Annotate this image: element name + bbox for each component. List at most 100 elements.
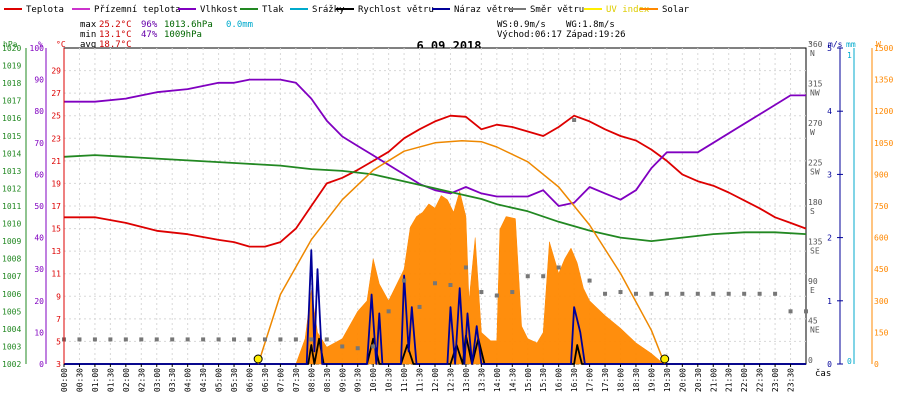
wind-direction-point	[448, 283, 453, 287]
legend-item: Přízemní teplota	[72, 5, 181, 15]
axis-humidity-tick: 60	[34, 170, 44, 179]
axis-pressure-tick: 1019	[2, 62, 21, 71]
x-tick-label: 11:30	[416, 368, 425, 392]
legend-item: Směr větru	[508, 5, 584, 15]
x-tick-label: 20:00	[678, 368, 687, 392]
axis-direction-deg: 90	[808, 277, 818, 286]
legend-item: Tlak	[240, 5, 284, 15]
stat-max-hum: 96%	[141, 20, 158, 30]
wind-direction-point	[371, 344, 376, 349]
wind-direction-point	[340, 344, 345, 349]
wind-direction-point	[386, 309, 391, 314]
wind-direction-point	[170, 337, 175, 342]
wind-direction-point	[92, 337, 97, 342]
wind-direction-point	[123, 337, 128, 342]
x-tick-label: 01:30	[106, 368, 115, 392]
wind-direction-point	[77, 337, 82, 342]
stat-min-press: 1009hPa	[164, 30, 202, 40]
legend-item: Solar	[640, 5, 690, 15]
stat-min-label: min	[80, 30, 96, 40]
x-tick-label: 05:00	[215, 368, 224, 392]
x-tick-label: 02:30	[137, 368, 146, 392]
x-tick-label: 01:00	[91, 368, 100, 392]
axis-pressure-tick: 1014	[2, 149, 21, 158]
stat-sunrise: Východ:06:17	[497, 30, 562, 40]
axis-temperature-tick: 21	[51, 157, 61, 166]
wind-direction-point	[618, 290, 623, 295]
x-tick-label: 08:00	[307, 368, 316, 392]
x-tick-label: 16:00	[555, 368, 564, 392]
axis-direction-deg: 225	[808, 159, 823, 168]
legend-label: Srážky	[312, 5, 345, 15]
axis-direction-deg: 315	[808, 80, 823, 89]
legend-item: Teplota	[4, 5, 64, 15]
wind-direction-point	[541, 274, 546, 279]
axis-solar-tick: 900	[874, 170, 889, 179]
x-tick-label: 22:00	[740, 368, 749, 392]
x-tick-label: 05:30	[230, 368, 239, 392]
wind-direction-point	[293, 337, 298, 342]
axis-direction-cardinal: E	[810, 286, 815, 295]
stat-wind-gust: WG:1.8m/s	[566, 20, 615, 30]
axis-pressure-unit: hPa	[3, 40, 18, 49]
x-tick-label: 20:30	[694, 368, 703, 392]
axis-humidity-tick: 50	[34, 202, 44, 211]
x-tick-label: 14:30	[508, 368, 517, 392]
axis-solar-tick: 150	[874, 328, 889, 337]
x-tick-label: 15:00	[524, 368, 533, 392]
axis-wind-tick: 2	[827, 234, 832, 243]
axis-humidity-tick: 30	[34, 265, 44, 274]
x-tick-label: 04:30	[199, 368, 208, 392]
axis-solar-tick: 600	[874, 234, 889, 243]
x-tick-label: 07:00	[276, 368, 285, 392]
axis-direction-deg: 360	[808, 40, 823, 49]
axis-solar-tick: 750	[874, 202, 889, 211]
x-tick-label: 00:00	[60, 368, 69, 392]
stat-max-press: 1013.6hPa	[164, 20, 213, 30]
axis-temperature-tick: 15	[51, 225, 61, 234]
wind-direction-point	[742, 291, 747, 296]
wind-direction-point	[262, 337, 267, 342]
x-tick-label: 13:30	[477, 368, 486, 392]
wind-direction-point	[247, 337, 252, 342]
legend-label: Tlak	[262, 5, 284, 15]
axis-direction-tick: 0	[808, 356, 813, 365]
wind-direction-point	[309, 337, 314, 342]
x-tick-label: 13:00	[462, 368, 471, 392]
stat-max-rain: 0.0mm	[226, 20, 253, 30]
wind-direction-point	[278, 337, 283, 342]
sun-marker	[253, 354, 263, 364]
wind-direction-point	[603, 291, 608, 296]
axis-humidity-tick: 0	[39, 360, 44, 369]
axis-solar-tick: 300	[874, 297, 889, 306]
axis-pressure-tick: 1008	[2, 255, 21, 264]
stat-wind-speed: WS:0.9m/s	[497, 20, 546, 30]
x-tick-label: 12:00	[431, 368, 440, 392]
series-vlhkost	[64, 78, 806, 207]
x-tick-label: 11:00	[400, 368, 409, 392]
axis-pressure-tick: 1003	[2, 342, 21, 351]
x-tick-label: 12:30	[446, 368, 455, 392]
axis-pressure-tick: 1020	[2, 44, 21, 53]
axis-solar-tick: 1200	[874, 107, 893, 116]
wind-direction-point	[108, 337, 113, 342]
axis-direction-deg: 135	[808, 238, 823, 247]
axis-pressure-tick: 1002	[2, 360, 21, 369]
wind-direction-point	[804, 309, 808, 314]
axis-temperature-tick: 5	[56, 337, 61, 346]
axis-humidity-tick: 90	[34, 76, 44, 85]
axis-wind-unit: m/s	[828, 40, 843, 49]
stat-min-hum: 47%	[141, 30, 158, 40]
series-teplota	[64, 114, 807, 248]
legend-label: UV index	[606, 5, 650, 15]
wind-direction-point	[510, 290, 515, 295]
stat-min-temp: 13.1°C	[99, 30, 132, 40]
axis-rain-unit: mm	[846, 40, 856, 49]
axis-solar-tick: 1500	[874, 44, 893, 53]
wind-direction-point	[773, 291, 778, 296]
wind-direction-point	[757, 291, 762, 296]
